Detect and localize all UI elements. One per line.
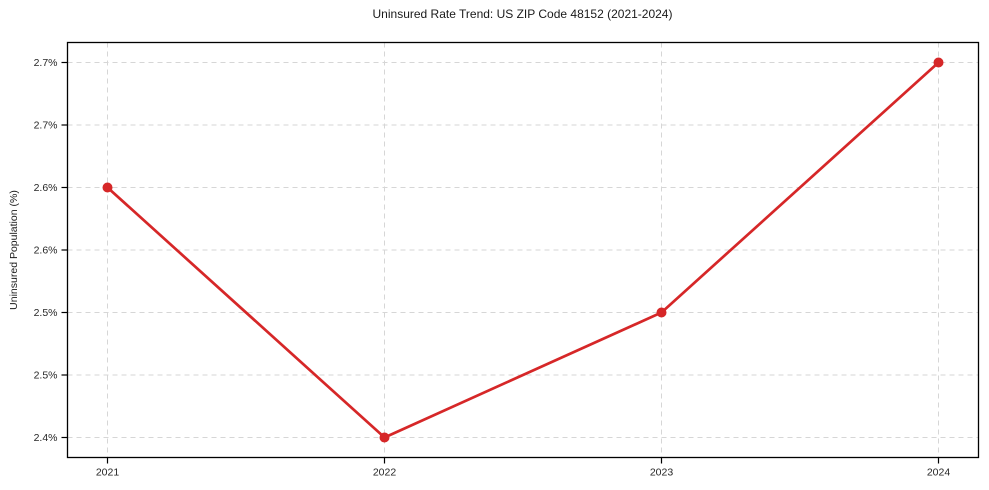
data-point-marker — [102, 182, 113, 193]
y-tick-label: 2.6% — [34, 245, 58, 257]
y-tick-label: 2.4% — [34, 432, 58, 444]
x-tick-label: 2023 — [650, 467, 674, 479]
data-point-marker — [933, 57, 944, 68]
y-tick-label: 2.6% — [34, 182, 58, 194]
y-tick-label: 2.5% — [34, 370, 58, 382]
data-point-marker — [656, 307, 667, 318]
y-tick-label: 2.7% — [34, 120, 58, 132]
y-tick-label: 2.5% — [34, 307, 58, 319]
x-tick-label: 2021 — [96, 467, 120, 479]
x-tick-label: 2024 — [927, 467, 951, 479]
data-point-marker — [379, 432, 390, 443]
y-tick-label: 2.7% — [34, 57, 58, 69]
chart-title: Uninsured Rate Trend: US ZIP Code 48152 … — [372, 7, 673, 21]
x-tick-label: 2022 — [373, 467, 397, 479]
trend-line — [106, 61, 940, 440]
